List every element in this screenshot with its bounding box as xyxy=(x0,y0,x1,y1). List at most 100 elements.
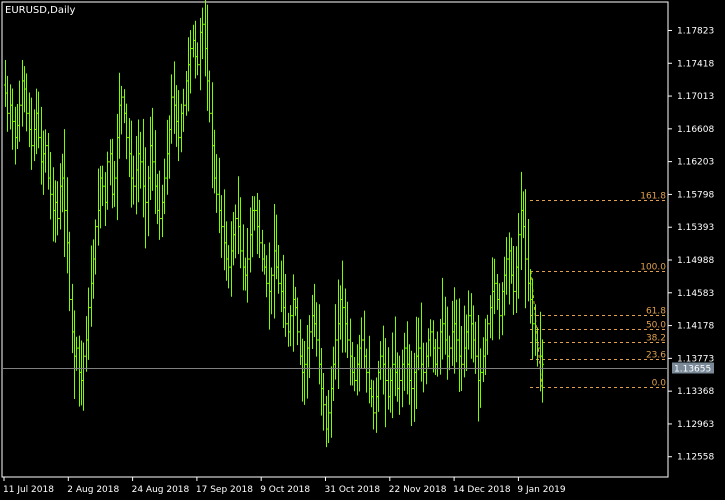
ohlc-bar xyxy=(199,17,202,91)
ohlc-bar xyxy=(337,279,340,390)
time-tick-label: 24 Aug 2018 xyxy=(132,485,190,495)
price-tick-label: 1.16608 xyxy=(677,125,714,135)
ohlc-bar xyxy=(71,283,74,354)
ohlc-bar xyxy=(503,256,506,316)
ohlc-bar xyxy=(85,316,88,372)
ohlc-bar xyxy=(215,154,218,213)
ohlc-bar xyxy=(73,310,76,399)
ohlc-bar xyxy=(470,293,473,359)
ohlc-bar xyxy=(225,221,228,281)
ohlc-bar xyxy=(441,277,444,360)
ohlc-bar xyxy=(311,294,314,350)
ohlc-bar xyxy=(90,245,93,327)
price-tick-label: 1.12963 xyxy=(677,420,714,430)
ohlc-bar xyxy=(339,285,342,340)
ohlc-bar xyxy=(534,304,537,356)
ohlc-bar xyxy=(54,180,57,243)
ohlc-bar xyxy=(436,331,439,377)
ohlc-bar xyxy=(517,213,520,299)
ohlc-bar xyxy=(92,239,95,299)
ohlc-bar xyxy=(275,214,278,280)
ohlc-bar xyxy=(294,286,297,316)
ohlc-bar xyxy=(482,337,485,382)
ohlc-bar xyxy=(237,176,240,255)
ohlc-bar xyxy=(465,314,468,372)
ohlc-bar xyxy=(154,130,157,215)
price-tick-label: 1.14583 xyxy=(677,289,714,299)
ohlc-bar xyxy=(170,74,173,144)
ohlc-bar xyxy=(379,341,382,380)
ohlc-bar xyxy=(230,221,233,297)
ohlc-bar xyxy=(137,119,140,203)
price-tick-label: 1.12558 xyxy=(677,453,714,463)
ohlc-bar xyxy=(185,71,188,116)
ohlc-bar xyxy=(268,242,271,330)
ohlc-bar xyxy=(370,379,373,408)
ohlc-bar xyxy=(87,287,90,360)
ohlc-bar xyxy=(318,304,321,385)
ohlc-bar xyxy=(253,196,256,231)
ohlc-bar xyxy=(541,339,544,403)
ohlc-bar xyxy=(496,274,499,310)
price-tick-label: 1.15798 xyxy=(677,190,714,200)
ohlc-bar xyxy=(375,377,378,433)
ohlc-bar xyxy=(467,290,470,350)
ohlc-bar xyxy=(6,75,9,132)
price-axis[interactable]: 1.17823 1.17418 1.17013 1.16608 1.16203 1.157… xyxy=(668,26,714,463)
time-tick-label: 9 Oct 2018 xyxy=(260,485,310,495)
ohlc-bar xyxy=(332,346,335,402)
ohlc-bar xyxy=(296,297,299,346)
ohlc-bar xyxy=(301,338,304,402)
ohlc-bar xyxy=(204,0,207,77)
ohlc-bar xyxy=(106,151,109,210)
ohlc-bar xyxy=(128,118,131,178)
ohlc-bar xyxy=(104,172,107,226)
ohlc-bar xyxy=(444,296,447,355)
ohlc-bar xyxy=(220,195,223,258)
ohlc-bar xyxy=(37,91,40,149)
ohlc-bar xyxy=(94,219,97,275)
ohlc-bar xyxy=(80,340,83,406)
ohlc-bar xyxy=(135,135,138,215)
ohlc-bar xyxy=(484,318,487,376)
ohlc-bar xyxy=(142,118,145,218)
ohlc-bar xyxy=(125,103,128,160)
ohlc-bar xyxy=(489,295,492,339)
ohlc-bar xyxy=(187,37,190,112)
ohlc-bar xyxy=(75,336,78,371)
ohlc-bar xyxy=(429,319,432,357)
ohlc-bar xyxy=(368,335,371,404)
ohlc-bar xyxy=(432,320,435,373)
fib-level-label: 161.8 xyxy=(640,192,666,202)
ohlc-bar xyxy=(149,116,152,200)
ohlc-bar xyxy=(372,380,375,430)
ohlc-bar xyxy=(280,260,283,313)
fib-level-label: 38.2 xyxy=(646,334,666,344)
ohlc-bar xyxy=(158,170,161,240)
bars-series xyxy=(4,0,544,448)
ohlc-bar xyxy=(413,352,416,422)
ohlc-bar xyxy=(139,131,142,189)
fib-level-label: 0.0 xyxy=(652,379,667,389)
ohlc-bar xyxy=(356,344,359,396)
ohlc-bar xyxy=(460,326,463,391)
ohlc-bar xyxy=(330,366,333,438)
time-axis[interactable]: 11 Jul 2018 2 Aug 2018 24 Aug 2018 17 Sep 2… xyxy=(3,477,566,495)
ohlc-bar xyxy=(14,106,17,165)
fibonacci-retracement[interactable]: 161.8 100.0 61.8 50.0 38.2 23.6 0.0 xyxy=(530,192,668,389)
ohlc-bar xyxy=(132,155,135,205)
ohlc-bar xyxy=(341,260,344,353)
ohlc-bar xyxy=(531,278,534,360)
ohlc-bar xyxy=(398,355,401,415)
ohlc-bar xyxy=(287,312,290,347)
ohlc-bar xyxy=(299,319,302,366)
ohlc-bar xyxy=(353,356,356,392)
ohlc-bar xyxy=(49,151,52,220)
ohlc-bar xyxy=(111,138,114,209)
ohlc-bar xyxy=(123,89,126,124)
ohlc-bar xyxy=(410,350,413,427)
ohlc-bar xyxy=(68,231,71,312)
price-tick-label: 1.13368 xyxy=(677,387,714,397)
